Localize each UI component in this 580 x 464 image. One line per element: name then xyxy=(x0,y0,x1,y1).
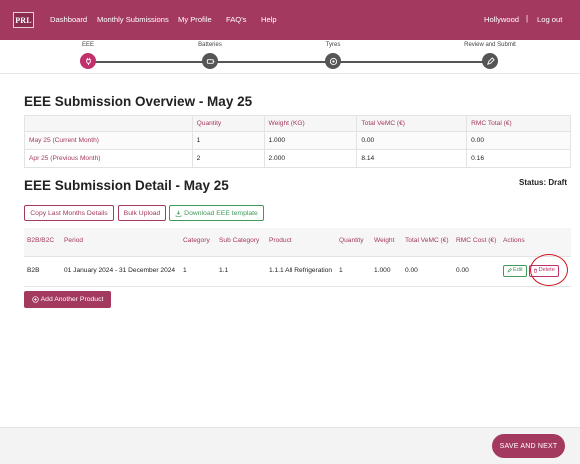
download-template-label: Download EEE template xyxy=(184,209,258,217)
copy-last-months-button[interactable]: Copy Last Months Details xyxy=(24,205,114,221)
highlight-circle xyxy=(530,254,568,286)
table-header: Total VeMC (€) xyxy=(356,115,468,132)
top-nav: PRL Dashboard Monthly Submissions My Pro… xyxy=(0,0,580,40)
detail-title: EEE Submission Detail - May 25 xyxy=(24,178,229,193)
table-header: Product xyxy=(266,228,336,257)
table-cell: 1.1.1 All Refrigeration xyxy=(266,256,336,287)
bulk-upload-button[interactable]: Bulk Upload xyxy=(118,205,166,221)
table-cell: 2 xyxy=(191,149,265,168)
table-header: B2B/B2C xyxy=(24,228,61,257)
step-label: Tyres xyxy=(325,42,341,48)
table-cell: May 25 (Current Month) xyxy=(24,131,193,150)
nav-dashboard[interactable]: Dashboard xyxy=(50,15,88,24)
table-header: Sub Category xyxy=(216,228,266,257)
stepper-line xyxy=(88,61,490,63)
prl-logo[interactable]: PRL xyxy=(13,12,34,28)
nav-logout[interactable]: Log out xyxy=(537,15,563,24)
table-cell: 0.00 xyxy=(466,131,571,150)
table-cell: 0.00 xyxy=(453,256,500,287)
table-cell: B2B xyxy=(24,256,61,287)
table-header xyxy=(24,115,193,132)
plug-icon xyxy=(80,53,96,69)
table-cell: 1 xyxy=(336,256,371,287)
battery-icon xyxy=(202,53,218,69)
table-cell: 8.14 xyxy=(356,149,468,168)
plus-circle-icon xyxy=(31,296,39,303)
tyre-icon xyxy=(325,53,341,69)
nav-help[interactable]: Help xyxy=(261,15,277,24)
nav-user[interactable]: Hollywood xyxy=(484,15,520,24)
overview-title: EEE Submission Overview - May 25 xyxy=(24,94,253,109)
overview-table: Quantity Weight (KG) Total VeMC (€) RMC … xyxy=(24,115,571,168)
table-row: May 25 (Current Month) 1 1.000 0.00 0.00 xyxy=(24,131,571,150)
nav-monthly-submissions[interactable]: Monthly Submissions xyxy=(97,15,169,24)
table-header: Period xyxy=(61,228,180,257)
table-cell: 0.16 xyxy=(466,149,571,168)
nav-faqs[interactable]: FAQ's xyxy=(226,15,247,24)
table-cell: Apr 25 (Previous Month) xyxy=(24,149,193,168)
table-row: B2B 01 January 2024 - 31 December 2024 1… xyxy=(24,256,571,287)
table-header: RMC Cost (€) xyxy=(453,228,500,257)
step-batteries[interactable]: Batteries xyxy=(165,42,255,69)
status-badge: Status: Draft xyxy=(519,178,568,187)
save-and-next-button[interactable]: SAVE AND NEXT xyxy=(492,434,565,458)
table-header: RMC Total (€) xyxy=(466,115,571,132)
add-product-button[interactable]: Add Another Product xyxy=(24,291,111,308)
table-cell: 2.000 xyxy=(263,149,358,168)
add-product-label: Add Another Product xyxy=(40,296,104,303)
table-header: Weight xyxy=(371,228,402,257)
nav-my-profile[interactable]: My Profile xyxy=(178,15,212,24)
table-cell: 1.000 xyxy=(371,256,402,287)
footer-bar xyxy=(0,427,580,464)
step-label: Review and Submit xyxy=(464,42,516,48)
table-header: Quantity xyxy=(336,228,371,257)
table-header: Total VeMC (€) xyxy=(402,228,453,257)
table-header: Quantity xyxy=(191,115,265,132)
step-review-submit[interactable]: Review and Submit xyxy=(445,42,535,69)
table-cell: 0.00 xyxy=(402,256,453,287)
table-row: Apr 25 (Previous Month) 2 2.000 8.14 0.1… xyxy=(24,149,571,168)
table-header: Weight (KG) xyxy=(263,115,358,132)
step-label: EEE xyxy=(81,42,94,48)
pen-icon xyxy=(482,53,498,69)
table-cell: 1 xyxy=(191,131,265,150)
table-header-row: Quantity Weight (KG) Total VeMC (€) RMC … xyxy=(24,115,571,132)
edit-button[interactable]: Edit xyxy=(503,264,527,277)
nav-separator: | xyxy=(526,14,529,23)
step-label: Batteries xyxy=(198,42,222,48)
edit-label: Edit xyxy=(513,267,523,274)
table-cell: 1 xyxy=(180,256,216,287)
table-cell: 1.1 xyxy=(216,256,266,287)
table-header-row: B2B/B2C Period Category Sub Category Pro… xyxy=(24,228,571,257)
download-template-button[interactable]: Download EEE template xyxy=(169,205,264,221)
table-header: Actions xyxy=(500,228,571,257)
table-cell: 1.000 xyxy=(263,131,358,150)
download-icon xyxy=(175,210,182,217)
detail-table: B2B/B2C Period Category Sub Category Pro… xyxy=(24,228,571,287)
pencil-icon xyxy=(507,268,512,273)
step-eee[interactable]: EEE xyxy=(43,42,133,69)
table-cell: 01 January 2024 - 31 December 2024 xyxy=(61,256,180,287)
table-cell: 0.00 xyxy=(356,131,468,150)
step-tyres[interactable]: Tyres xyxy=(288,42,378,69)
table-header: Category xyxy=(180,228,216,257)
